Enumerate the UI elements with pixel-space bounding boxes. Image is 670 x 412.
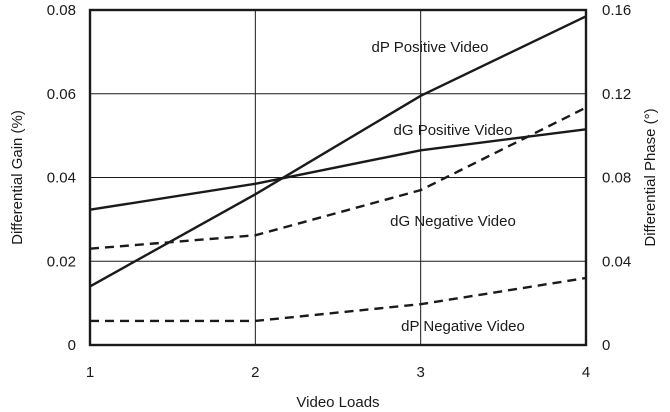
left-tick-label: 0.06 bbox=[47, 86, 76, 103]
right-tick-label: 0.08 bbox=[602, 170, 631, 187]
left-tick-label: 0 bbox=[68, 337, 76, 354]
x-axis-title: Video Loads bbox=[296, 394, 379, 411]
left-axis-ticks: 0 0.02 0.04 0.06 0.08 bbox=[47, 2, 76, 354]
series-label-dg-negative-video: dG Negative Video bbox=[390, 213, 516, 230]
series-line-dg-negative-video bbox=[89, 106, 587, 250]
series-line-dp-negative-video bbox=[90, 276, 587, 323]
series-label-dp-positive-video: dP Positive Video bbox=[371, 39, 488, 56]
x-tick-label: 2 bbox=[251, 364, 259, 381]
series-line-dg-positive-video bbox=[89, 128, 587, 211]
right-tick-label: 0 bbox=[602, 337, 610, 354]
right-tick-label: 0.16 bbox=[602, 2, 631, 19]
right-axis-ticks: 0 0.04 0.08 0.12 0.16 bbox=[602, 2, 631, 354]
left-tick-label: 0.08 bbox=[47, 2, 76, 19]
right-tick-label: 0.04 bbox=[602, 253, 631, 270]
left-tick-label: 0.04 bbox=[47, 170, 76, 187]
series-label-dg-positive-video: dG Positive Video bbox=[394, 122, 513, 139]
grid bbox=[90, 10, 586, 345]
series-label-dp-negative-video: dP Negative Video bbox=[401, 318, 525, 335]
series-lines bbox=[89, 15, 587, 323]
x-tick-label: 1 bbox=[86, 364, 94, 381]
left-tick-label: 0.02 bbox=[47, 253, 76, 270]
right-tick-label: 0.12 bbox=[602, 86, 631, 103]
series-labels: dP Positive Video dG Positive Video dG Neg… bbox=[371, 39, 524, 335]
x-tick-label: 4 bbox=[582, 364, 590, 381]
plot-frame bbox=[88, 8, 588, 347]
left-axis-title: Differential Gain (%) bbox=[9, 110, 26, 245]
right-axis-title: Differential Phase (°) bbox=[642, 108, 659, 246]
series-line-dp-positive-video bbox=[89, 15, 587, 288]
x-axis-ticks: 1 2 3 4 bbox=[86, 364, 590, 381]
x-tick-label: 3 bbox=[416, 364, 424, 381]
